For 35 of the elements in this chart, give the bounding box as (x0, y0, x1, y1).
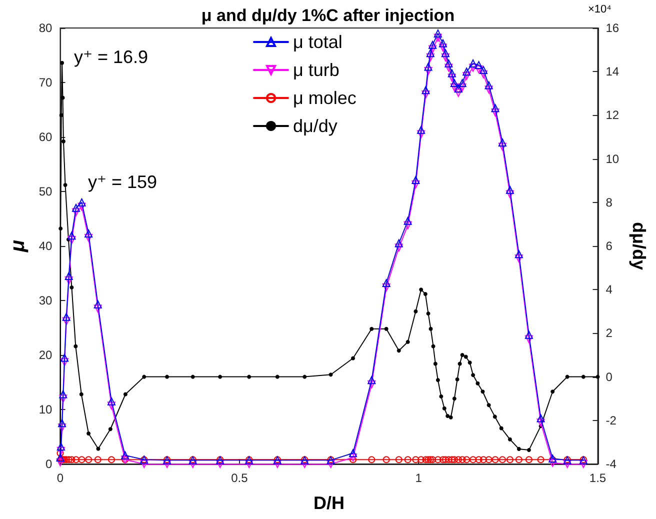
y2-tick-label: -2 (606, 413, 617, 428)
y-tick-label: 10 (38, 402, 53, 416)
y2-tick-label: 12 (606, 108, 620, 122)
y2-tick-label: -4 (606, 457, 617, 471)
y-tick-label: 40 (38, 239, 53, 253)
y-tick-label: 30 (38, 294, 53, 308)
x-axis-title: D/H (314, 493, 344, 513)
annotation: y⁺ = 16.9 (74, 47, 148, 67)
y-tick-label: 0 (46, 457, 53, 471)
y-tick-label: 50 (38, 184, 53, 198)
y-axis-title: μ (7, 240, 29, 254)
y2-axis-title: dμ/dy (629, 222, 649, 270)
y2-tick-label: 0 (606, 370, 613, 384)
y2-tick-label: 16 (606, 21, 620, 35)
y-tick-label: 70 (38, 76, 53, 90)
x-tick-label: 0.5 (231, 471, 248, 485)
annotation: y⁺ = 159 (88, 172, 158, 192)
chart-title: μ and dμ/dy 1%C after injection (201, 6, 455, 25)
text: ×10⁴ (588, 4, 612, 16)
y2-tick-label: 14 (606, 64, 620, 79)
y-tick-label: 20 (38, 348, 53, 362)
y2-tick-label: 2 (606, 326, 613, 340)
y-tick-label: 80 (38, 21, 53, 35)
legend-label: dμ/dy (293, 116, 338, 136)
y2-tick-label: 4 (606, 282, 613, 297)
y2-tick-label: 6 (606, 239, 613, 253)
y-tick-label: 60 (38, 130, 53, 144)
y2-tick-label: 10 (606, 152, 620, 166)
legend-label: μ turb (293, 60, 340, 80)
x-tick-label: 0 (56, 471, 64, 485)
legend-label: μ molec (293, 88, 356, 108)
x-tick-label: 1 (415, 471, 422, 485)
legend-label: μ total (293, 32, 342, 52)
y2-tick-label: 8 (606, 195, 613, 210)
x-tick-label: 1.5 (589, 471, 606, 485)
